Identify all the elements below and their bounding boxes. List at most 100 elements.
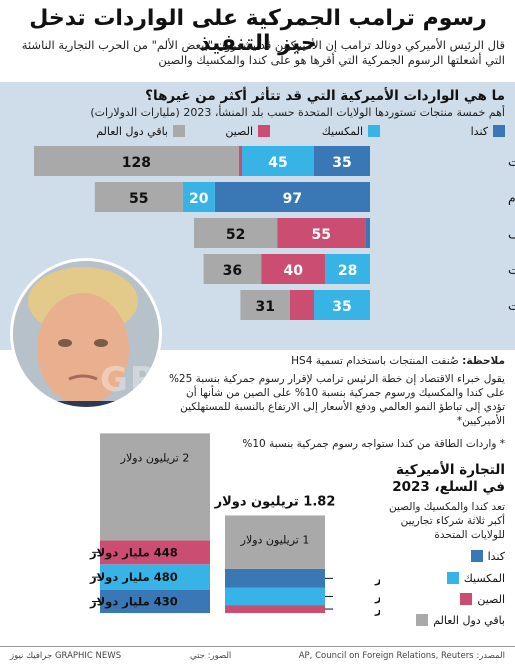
footnote: * واردات الطاقة من كندا ستواجه رسوم جمرك… [242,438,505,450]
category-label: الحواسيب/الكومبيوترات [508,262,515,278]
bar-segment [240,290,290,320]
trade-title-line2: في السلع، 2023 [392,479,505,495]
bar-row: البترول الخام 97 20 55 [94,182,515,212]
legend-swatch-china [258,125,270,137]
trade-inner-label: 2 تريليون دولار [120,451,190,464]
bar-value-label: 31 [255,299,274,315]
trade-title-line1: التجارة الأميركية [396,462,505,478]
bar-row: السيارات 35 45 128 [34,146,515,176]
publisher-credit: GRAPHIC NEWS جرافيك نيوز [10,651,122,661]
bar-segment [238,146,242,176]
footer-divider [0,646,515,647]
bar-segment [203,254,262,284]
watermark: GRAPHIC NEWS [100,360,421,400]
bar-value-label: 55 [129,191,148,207]
import-value-label: 430 مليار دولار [89,594,178,609]
category-label: الهواتف [508,226,515,242]
trade-legend-label-canada: كندا [487,549,505,563]
bar-value-label: 28 [338,263,357,279]
bar-segment [242,146,314,176]
intro-text: قال الرئيس الأميركي دونالد ترامب إن الأم… [21,38,505,67]
trade-total-label: 1.82 تريليون دولار [214,494,336,509]
trade-segment-mexico [100,564,210,590]
import-value-label: 448 مليار دولار [89,545,178,560]
export-value-label: 323 مليار دولار [374,589,380,604]
headline: رسوم ترامب الجمركية على الواردات تدخل حي… [29,6,487,56]
bar-value-label: 55 [311,227,330,243]
bar-segment [365,218,370,248]
trade-inner-label: 1 تريليون دولار [240,533,310,546]
bar-segment [94,182,183,212]
bar-segment [182,182,215,212]
legend-swatch-mexico [368,125,380,137]
bar-row: الهواتف 55 52 [194,218,515,248]
import-value-label: 480 مليار دولار [89,570,178,585]
legend-item-rest: باقي دول العالم [96,124,185,138]
trade-legend-swatch-rest [416,614,429,626]
bar-segment [34,146,239,176]
note-body: يقول خبراء الاقتصاد إن خطة الرئيس ترامب … [168,373,505,427]
stacked-bar-chart: السيارات3545128البترول الخام972055الهوات… [34,146,515,320]
bar-value-label: 35 [332,155,351,171]
chart-subtitle: أهم خمسة منتجات تستوردها الولايات المتحد… [90,106,505,119]
trade-legend-canada: كندا [470,548,505,564]
category-label: قطع السيارات [508,298,515,314]
bar-value-label: 45 [268,155,287,171]
bar-segment [314,290,370,320]
note-label-title: ملاحظة: [462,355,505,367]
trade-description: تعد كندا والمكسيك والصين أكبر ثلاثة شركا… [388,501,505,541]
bar-segment [325,254,370,284]
trade-segment-rest [225,515,325,569]
trade-legend-swatch-china [460,593,473,605]
note-label-text: صُنفت المنتجات باستخدام تسمية HS4 [291,355,459,367]
trade-legend-label-rest: باقي دول العالم [433,613,505,627]
bar-value-label: 36 [223,263,242,279]
bar-value-label: 20 [189,191,209,207]
note-label: ملاحظة: صُنفت المنتجات باستخدام تسمية HS… [165,354,505,368]
legend-swatch-canada [493,125,505,137]
category-label: السيارات [508,154,515,170]
export-value-label: 353 مليار دولار [374,571,380,586]
source-text: المصدر: AP, Council on Foreign Relations… [298,651,505,661]
trade-legend-swatch-canada [470,550,483,562]
legend-item-canada: كندا [471,124,505,138]
trade-legend-mexico: المكسيك [446,570,505,586]
legend-label-canada: كندا [470,124,488,138]
photo-credit: الصور: جتي [190,651,232,661]
legend-label-rest: باقي دول العالم [96,124,168,138]
bar-segment [261,254,326,284]
chart-title: ما هي الواردات الأميركية التي قد تتأثر أ… [145,88,505,104]
trade-legend-label-mexico: المكسيك [463,571,505,585]
bar-segment [194,218,278,248]
legend-swatch-rest [173,125,185,137]
trade-segment-china [100,540,210,565]
category-label: البترول الخام [508,190,515,206]
export-value-label: 148 مليار دولار [374,602,380,617]
bar-row: قطع السيارات 35 31 [240,290,515,320]
trade-legend-rest: باقي دول العالم [416,612,505,628]
legend-item-mexico: المكسيك [322,124,380,138]
trade-segment-china [225,605,325,613]
bar-row: الحواسيب/الكومبيوترات 28 40 36 [203,254,515,284]
trade-segment-rest [100,433,210,541]
bar-value-label: 52 [226,227,245,243]
bar-value-label: 35 [332,299,351,315]
trade-legend-label-china: الصين [477,592,505,606]
trade-column: 1 تريليون دولار 1.82 تريليون دولار 148 ملي… [214,494,380,617]
legend-label-china: الصين [225,124,253,138]
bar-segment [290,290,314,320]
bar-segment [314,146,370,176]
legend-label-mexico: المكسيك [321,124,363,138]
trade-segment-canada [225,568,325,588]
bar-value-label: 97 [283,191,302,207]
trump-photo [10,258,162,410]
bar-segment [214,182,370,212]
trade-segment-canada [100,589,210,613]
trade-legend-china: الصين [460,591,505,607]
bar-segment [277,218,366,248]
bar-value-label: 40 [283,263,303,279]
trade-title: التجارة الأميركية في السلع، 2023 [385,462,505,496]
legend-item-china: الصين [225,124,270,138]
